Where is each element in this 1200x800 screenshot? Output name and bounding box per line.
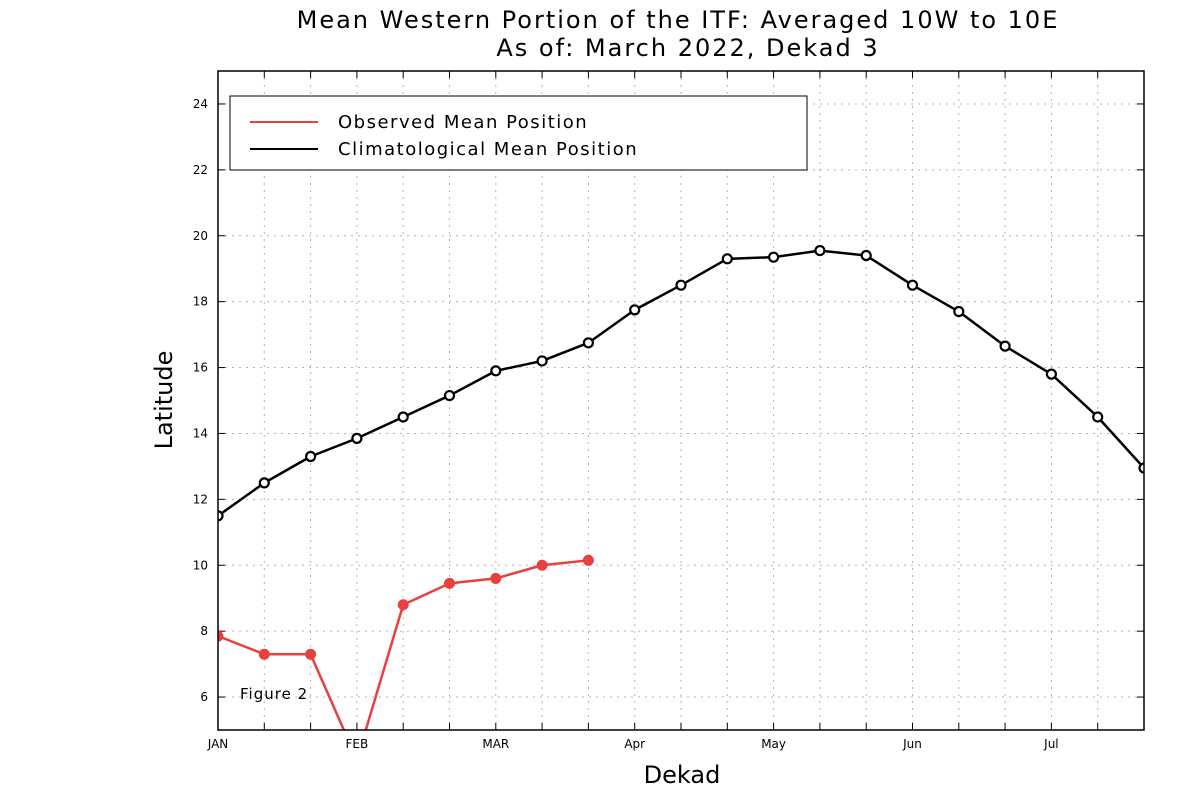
x-month-label: FEB [346, 737, 369, 751]
data-point [953, 305, 965, 318]
data-point [351, 432, 363, 444]
x-month-label: MAR [482, 737, 509, 751]
series [218, 244, 1144, 765]
data-point [767, 251, 780, 263]
legend: Observed Mean Position Climatological Me… [229, 95, 808, 171]
x-month-label: Jun [902, 737, 922, 751]
x-month-label: Jul [1043, 737, 1058, 751]
y-tick-label: 12 [193, 492, 208, 506]
y-tick-label: 18 [193, 295, 208, 309]
data-point [444, 577, 455, 589]
y-tick-label: 16 [193, 361, 208, 375]
y-tick-label: 14 [193, 426, 208, 440]
series-0 [218, 554, 594, 765]
data-point [999, 340, 1011, 352]
data-point [1045, 368, 1058, 380]
data-point [1138, 462, 1144, 474]
y-tick-label: 22 [193, 163, 208, 177]
data-point [352, 755, 362, 765]
data-point [218, 630, 224, 642]
data-point [582, 554, 594, 566]
data-point [582, 337, 595, 349]
data-point [906, 279, 919, 291]
data-point [490, 572, 502, 584]
data-point [860, 249, 872, 262]
y-tick-label: 8 [200, 624, 208, 638]
chart-subtitle: As of: March 2022, Dekad 3 [496, 34, 879, 62]
y-tick-label: 20 [193, 229, 208, 243]
data-point [490, 365, 502, 377]
y-tick-label: 24 [193, 97, 208, 111]
data-point [814, 244, 826, 257]
figure-label: Figure 2 [240, 685, 308, 703]
chart-title: Mean Western Portion of the ITF: Average… [297, 6, 1060, 34]
data-point [443, 389, 456, 402]
data-point [305, 648, 317, 660]
series-1 [218, 244, 1144, 522]
data-point [258, 477, 270, 489]
y-tick-label: 10 [193, 558, 208, 572]
data-point [218, 510, 224, 522]
data-point [721, 253, 733, 265]
plot-frame [217, 70, 1145, 731]
legend-label-observed: Observed Mean Position [338, 112, 588, 133]
data-point [397, 411, 409, 423]
data-point [397, 599, 409, 611]
data-point [536, 559, 548, 571]
data-point [675, 279, 687, 291]
grid [218, 71, 1144, 730]
data-point [629, 304, 641, 316]
y-tick-label: 6 [200, 690, 208, 704]
x-axis-title: Dekad [644, 761, 721, 789]
y-axis-title: Latitude [150, 351, 178, 450]
x-month-label: May [761, 737, 786, 751]
legend-label-climatological: Climatological Mean Position [338, 139, 638, 160]
axes: 6 8 10 12 14 16 18 20 22 24 JAN FEB MAR Apr May Jun Jul [193, 71, 1145, 751]
legend-box [229, 95, 808, 171]
data-point [536, 355, 548, 367]
data-point [305, 450, 317, 463]
data-point [258, 648, 270, 660]
data-point [1092, 411, 1104, 423]
x-month-label: Apr [624, 737, 645, 751]
x-month-label: JAN [207, 737, 229, 751]
